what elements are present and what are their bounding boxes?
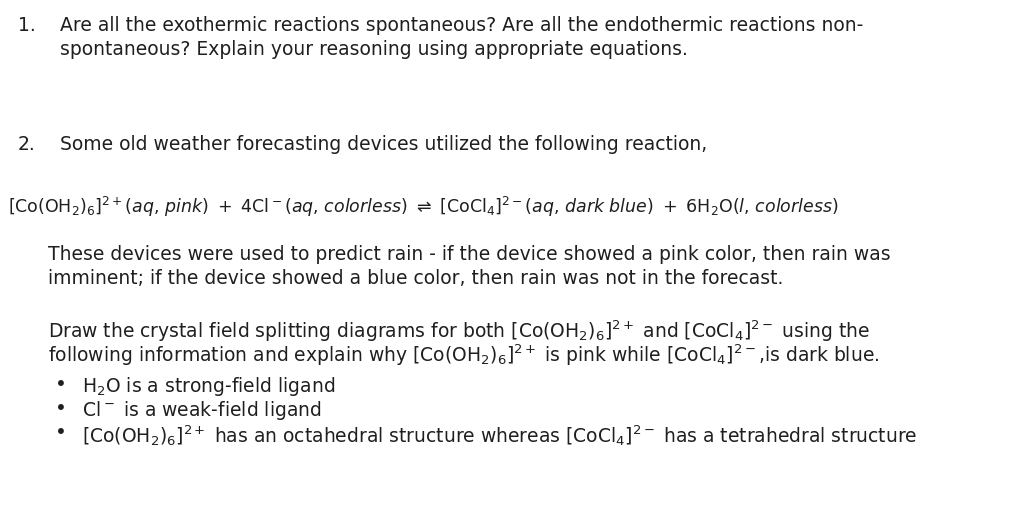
Text: Are all the exothermic reactions spontaneous? Are all the endothermic reactions : Are all the exothermic reactions spontan… xyxy=(60,16,864,35)
Text: These devices were used to predict rain - if the device showed a pink color, the: These devices were used to predict rain … xyxy=(48,245,891,264)
Text: $\mathrm{H_2O}$ is a strong-field ligand: $\mathrm{H_2O}$ is a strong-field ligand xyxy=(82,375,335,398)
Text: 1.: 1. xyxy=(18,16,35,35)
Text: •: • xyxy=(55,423,67,442)
Text: following information and explain why $[\mathrm{Co(OH_2)_6}]^{2+}$ is pink while: following information and explain why $[… xyxy=(48,343,880,368)
Text: $[\mathrm{Co(OH_2)_6}]^{2+}(aq\mathrm{,}\ \mathit{pink})\ +\ 4\mathrm{Cl}^-(aq\m: $[\mathrm{Co(OH_2)_6}]^{2+}(aq\mathrm{,}… xyxy=(8,195,838,219)
Text: $\mathrm{Cl}^-$ is a weak-field ligand: $\mathrm{Cl}^-$ is a weak-field ligand xyxy=(82,399,322,422)
Text: $[\mathrm{Co(OH_2)_6}]^{2+}$ has an octahedral structure whereas $[\mathrm{CoCl_: $[\mathrm{Co(OH_2)_6}]^{2+}$ has an octa… xyxy=(82,423,917,448)
Text: Some old weather forecasting devices utilized the following reaction,: Some old weather forecasting devices uti… xyxy=(60,135,707,154)
Text: •: • xyxy=(55,399,67,418)
Text: Draw the crystal field splitting diagrams for both $[\mathrm{Co(OH_2)_6}]^{2+}$ : Draw the crystal field splitting diagram… xyxy=(48,319,870,344)
Text: •: • xyxy=(55,375,67,394)
Text: imminent; if the device showed a blue color, then rain was not in the forecast.: imminent; if the device showed a blue co… xyxy=(48,269,784,288)
Text: spontaneous? Explain your reasoning using appropriate equations.: spontaneous? Explain your reasoning usin… xyxy=(60,40,688,59)
Text: 2.: 2. xyxy=(18,135,35,154)
